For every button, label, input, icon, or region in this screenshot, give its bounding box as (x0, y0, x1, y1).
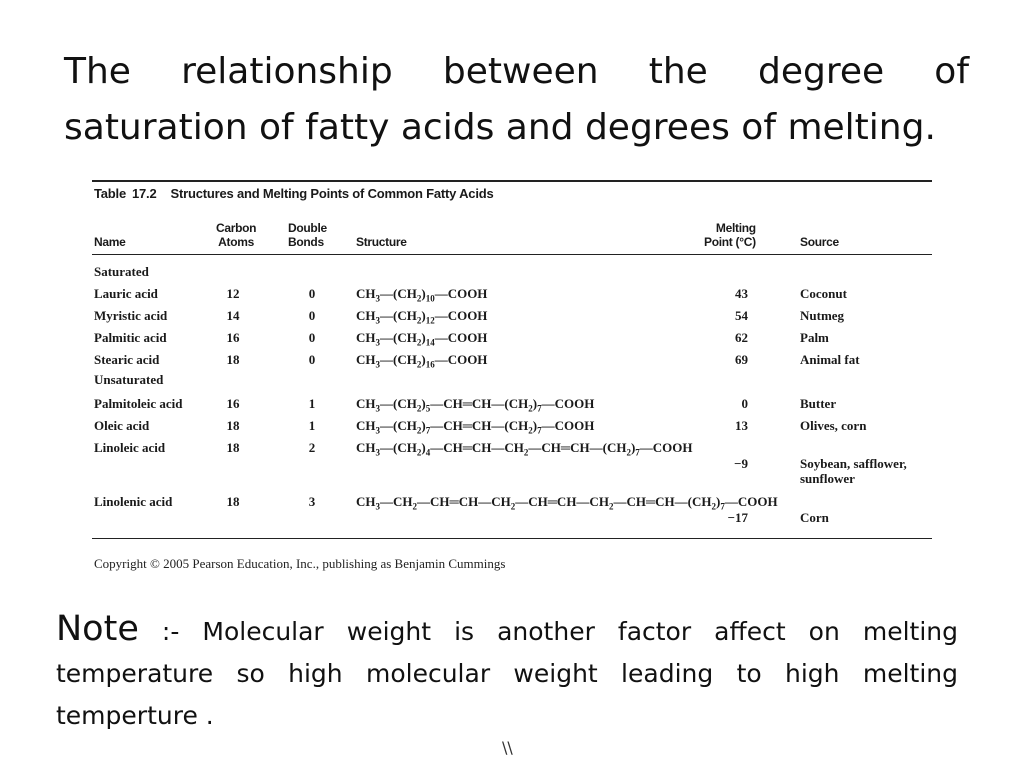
cell-structure: CH3—(CH2)14—COOH (356, 330, 488, 348)
fatty-acid-table-figure: Table 17.2 Structures and Melting Points o… (92, 180, 932, 580)
header-double-bonds: Double Bonds (288, 221, 327, 249)
cell-name: Myristic acid (94, 308, 168, 323)
cell-source: Animal fat (800, 352, 860, 367)
table-row: Palmitoleic acid 16 1 CH3—(CH2)5—CH═CH—(CH2… (92, 396, 932, 436)
cell-double: 3 (308, 494, 316, 509)
cell-carbon: 18 (226, 440, 240, 455)
note-label: Note (56, 609, 139, 649)
cell-source: Coconut (800, 286, 847, 301)
cell-name: Lauric acid (94, 286, 158, 301)
cell-name: Palmitoleic acid (94, 396, 183, 411)
table-bottom-rule (92, 538, 932, 539)
cell-carbon: 18 (226, 494, 240, 509)
cell-melting: 0 (741, 396, 749, 411)
table-row: Lauric acid 12 0 CH3—(CH2)10—COOH 43 Coconut (92, 286, 932, 326)
cell-double: 0 (308, 330, 316, 345)
cell-carbon: 16 (226, 330, 240, 345)
header-structure: Structure (356, 235, 407, 249)
header-source: Source (800, 235, 839, 249)
group-label-saturated: Saturated (94, 264, 149, 279)
cell-double: 2 (308, 440, 316, 455)
cell-double: 0 (308, 286, 316, 301)
cell-melting: 54 (735, 308, 748, 323)
cell-source: Nutmeg (800, 308, 845, 323)
cell-melting: 62 (735, 330, 748, 345)
table-row: Palmitic acid 16 0 CH3—(CH2)14—COOH 62 Palm (92, 330, 932, 370)
cell-melting: 43 (735, 286, 748, 301)
cell-carbon: 18 (226, 418, 240, 433)
table-top-rule (92, 180, 932, 182)
note-paragraph: Note :- Molecular weight is another fact… (56, 608, 958, 737)
cell-structure: CH3—CH2—CH═CH—CH2—CH═CH—CH2—CH═CH—(CH2)7… (356, 494, 778, 512)
cell-name: Linolenic acid (94, 494, 173, 509)
cell-name: Linoleic acid (94, 440, 166, 455)
cell-name: Palmitic acid (94, 330, 167, 345)
cell-source: Palm (800, 330, 829, 345)
caption-number: 17.2 (132, 186, 157, 201)
cell-name: Stearic acid (94, 352, 160, 367)
cell-double: 1 (308, 418, 316, 433)
cell-name: Oleic acid (94, 418, 150, 433)
table-caption: Table 17.2 Structures and Melting Points o… (94, 186, 494, 201)
table-row: Linolenic acid 18 3 CH3—CH2—CH═CH—CH2—CH═CH… (92, 494, 932, 534)
group-label-unsaturated: Unsaturated (94, 372, 164, 387)
cell-structure: CH3—(CH2)4—CH═CH—CH2—CH═CH—(CH2)7—COOH (356, 440, 693, 458)
table-row: Oleic acid 18 1 CH3—(CH2)7—CH═CH—(CH2)7—COO… (92, 418, 932, 458)
cell-source: Butter (800, 396, 837, 411)
cell-melting: −17 (727, 510, 748, 525)
cell-melting: 13 (735, 418, 748, 433)
cell-double: 1 (308, 396, 316, 411)
header-rule (92, 254, 932, 255)
cell-source: Soybean, safflower, sunflower (800, 456, 907, 486)
table-row: Stearic acid 18 0 CH3—(CH2)16—COOH 69 Animal … (92, 352, 932, 392)
stray-mark: \\ (502, 738, 513, 757)
caption-title: Structures and Melting Points of Common … (170, 186, 494, 201)
table-row: Myristic acid 14 0 CH3—(CH2)12—COOH 54 Nutmeg (92, 308, 932, 348)
slide-title: The relationship between the degree of s… (64, 51, 969, 148)
cell-source: Corn (800, 510, 829, 525)
header-name: Name (94, 235, 126, 249)
cell-structure: CH3—(CH2)7—CH═CH—(CH2)7—COOH (356, 418, 595, 436)
cell-source: Olives, corn (800, 418, 867, 433)
header-melting-point: Melting Point (°C) (704, 221, 756, 249)
note-text: :- Molecular weight is another factor af… (56, 617, 958, 730)
table-row: Linoleic acid 18 2 CH3—(CH2)4—CH═CH—CH2—CH═… (92, 440, 932, 486)
cell-carbon: 18 (226, 352, 240, 367)
cell-structure: CH3—(CH2)5—CH═CH—(CH2)7—COOH (356, 396, 595, 414)
cell-structure: CH3—(CH2)12—COOH (356, 308, 488, 326)
cell-carbon: 12 (226, 286, 240, 301)
cell-carbon: 14 (226, 308, 240, 323)
cell-carbon: 16 (226, 396, 240, 411)
cell-melting: −9 (734, 456, 748, 471)
cell-double: 0 (308, 352, 316, 367)
header-carbon-atoms: Carbon Atoms (216, 221, 257, 249)
cell-structure: CH3—(CH2)10—COOH (356, 286, 488, 304)
cell-structure: CH3—(CH2)16—COOH (356, 352, 488, 370)
caption-prefix: Table (94, 186, 126, 201)
copyright-line: Copyright © 2005 Pearson Education, Inc.… (94, 556, 506, 571)
cell-melting: 69 (735, 352, 748, 367)
cell-double: 0 (308, 308, 316, 323)
